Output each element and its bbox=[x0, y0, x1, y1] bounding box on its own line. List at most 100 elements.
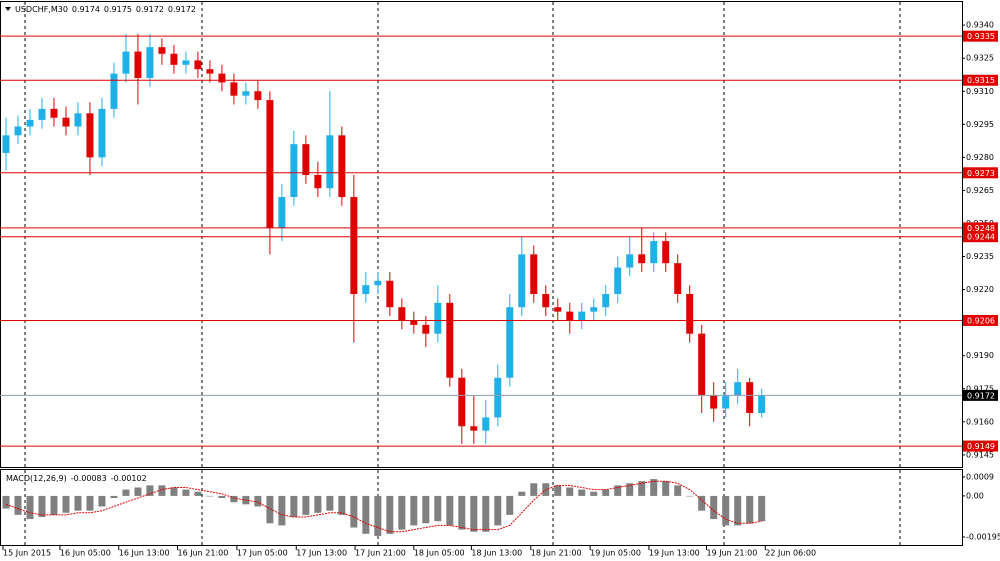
candle-body bbox=[146, 47, 154, 79]
candle-body bbox=[182, 60, 190, 65]
histogram-bar bbox=[650, 479, 658, 496]
menu-arrow[interactable] bbox=[5, 7, 11, 11]
histogram-bar bbox=[530, 483, 538, 496]
info-value: 0.9174 bbox=[72, 5, 100, 14]
candle-body bbox=[386, 280, 394, 308]
y-tick-label: 0.9235 bbox=[966, 252, 994, 261]
histogram-bar bbox=[50, 495, 58, 515]
candle-body bbox=[206, 69, 214, 74]
histogram-bar bbox=[614, 485, 622, 496]
candle-body bbox=[566, 311, 574, 321]
candle-body bbox=[134, 51, 142, 79]
candle-body bbox=[722, 395, 730, 409]
histogram-bar bbox=[2, 495, 10, 509]
histogram-bar bbox=[566, 487, 574, 496]
current-price-tag bbox=[963, 389, 998, 401]
histogram-bar bbox=[218, 495, 226, 499]
candle-body bbox=[326, 135, 334, 189]
histogram-bar bbox=[602, 489, 610, 496]
x-tick-label: 16 Jun 05:00 bbox=[60, 549, 111, 558]
histogram-bar bbox=[386, 495, 394, 534]
candle-body bbox=[26, 119, 34, 127]
histogram-bar bbox=[98, 495, 106, 507]
histogram-bar bbox=[206, 495, 214, 497]
chart-title: USDCHF,M30 0.9174 0.9175 0.9172 0.9172 bbox=[15, 5, 196, 14]
candle-body bbox=[530, 254, 538, 295]
candle-body bbox=[2, 135, 10, 153]
histogram-bar bbox=[482, 495, 490, 532]
y-tick-label: 0.00 bbox=[966, 491, 984, 500]
candle-body bbox=[758, 395, 766, 414]
candle-body bbox=[98, 108, 106, 158]
candle-body bbox=[674, 263, 682, 295]
histogram-bar bbox=[518, 491, 526, 496]
x-tick-label: 18 Jun 21:00 bbox=[531, 549, 582, 558]
y-tick-label: 0.9160 bbox=[966, 417, 994, 426]
candle-body bbox=[734, 382, 742, 396]
candle-body bbox=[362, 285, 370, 295]
candle-body bbox=[662, 241, 670, 264]
level-tag bbox=[963, 30, 998, 42]
candle-body bbox=[266, 100, 274, 228]
x-tick-label: 16 Jun 21:00 bbox=[178, 549, 229, 558]
y-tick-label: 0.9280 bbox=[966, 153, 994, 162]
y-tick-label: -0.00195 bbox=[966, 532, 1000, 541]
info-value: -0.00102 bbox=[111, 474, 147, 483]
histogram-bar bbox=[38, 495, 46, 517]
candle-body bbox=[506, 307, 514, 378]
candle-body bbox=[218, 73, 226, 83]
indicator-frame bbox=[0, 469, 963, 546]
x-tick-label: 19 Jun 21:00 bbox=[707, 549, 758, 558]
y-tick-label: 0.9295 bbox=[966, 120, 994, 129]
histogram-bar bbox=[410, 495, 418, 526]
histogram-bar bbox=[266, 495, 274, 524]
x-tick-label: 17 Jun 13:00 bbox=[296, 549, 347, 558]
histogram-bar bbox=[638, 481, 646, 496]
histogram-bar bbox=[86, 495, 94, 511]
histogram-bar bbox=[110, 495, 118, 499]
candle-body bbox=[446, 302, 454, 378]
histogram-bar bbox=[146, 485, 154, 496]
histogram-bar bbox=[470, 495, 478, 532]
level-label: 0.9315 bbox=[967, 76, 995, 85]
candle-body bbox=[254, 91, 262, 101]
candle-body bbox=[626, 254, 634, 268]
level-tag bbox=[963, 314, 998, 326]
candle-body bbox=[554, 307, 562, 312]
histogram-bar bbox=[662, 481, 670, 496]
histogram-bar bbox=[302, 495, 310, 515]
candle-body bbox=[518, 254, 526, 308]
candle-body bbox=[650, 241, 658, 264]
info-value: 0.9172 bbox=[168, 5, 196, 14]
candle-body bbox=[434, 302, 442, 334]
histogram-bar bbox=[686, 495, 694, 497]
info-value: 0.9172 bbox=[136, 5, 164, 14]
candle-body bbox=[374, 280, 382, 286]
histogram-bar bbox=[374, 495, 382, 536]
candle-body bbox=[542, 294, 550, 308]
histogram-bar bbox=[758, 495, 766, 522]
histogram-bar bbox=[626, 483, 634, 496]
x-tick-label: 18 Jun 13:00 bbox=[471, 549, 522, 558]
y-tick-label: 0.9325 bbox=[966, 54, 994, 63]
histogram-bar bbox=[698, 495, 706, 511]
histogram-bar bbox=[326, 495, 334, 511]
histogram-bar bbox=[362, 495, 370, 534]
candle-body bbox=[338, 135, 346, 198]
histogram-bar bbox=[458, 495, 466, 530]
histogram-bar bbox=[194, 491, 202, 496]
candle-body bbox=[302, 144, 310, 175]
histogram-bar bbox=[158, 485, 166, 496]
level-label: 0.9273 bbox=[967, 169, 995, 178]
level-tag bbox=[963, 167, 998, 179]
histogram-bar bbox=[290, 495, 298, 517]
histogram-bar bbox=[62, 495, 70, 513]
histogram-bar bbox=[182, 489, 190, 496]
candle-body bbox=[686, 294, 694, 334]
histogram-bar bbox=[674, 485, 682, 496]
histogram-bar bbox=[74, 495, 82, 511]
candle-body bbox=[110, 73, 118, 109]
